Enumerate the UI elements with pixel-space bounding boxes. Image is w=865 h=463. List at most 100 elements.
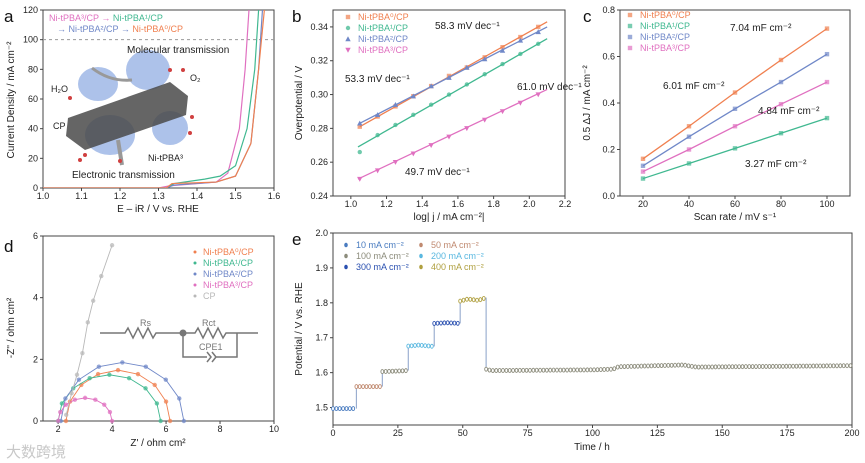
data-point (357, 176, 363, 182)
data-point (733, 364, 738, 370)
order-text-line-2: → Ni-tPBA²/CP → Ni-tPBA⁰/CP (57, 24, 183, 34)
legend-marker (193, 294, 197, 298)
data-point (107, 409, 113, 415)
data-point (331, 406, 335, 412)
molecule-dot (83, 153, 87, 157)
x-tick-label: 200 (844, 428, 859, 438)
y-tick-label: 0 (33, 183, 38, 193)
legend-label: Ni-tPBA²/CP (358, 34, 408, 44)
y-tick-label: 0.26 (310, 157, 328, 167)
data-point (629, 363, 634, 369)
data-point (690, 363, 694, 369)
data-point (481, 117, 488, 123)
y-tick-label: 0.32 (310, 56, 328, 66)
legend-marker (627, 45, 633, 51)
data-point (439, 320, 443, 326)
data-point (354, 384, 359, 390)
y-tick-label: 0 (33, 416, 38, 426)
data-point (494, 368, 499, 373)
data-point (824, 363, 829, 369)
data-point (632, 363, 637, 369)
data-point (55, 418, 61, 424)
x-tick-label: 100 (585, 428, 600, 438)
data-point (95, 371, 101, 377)
plot-frame (332, 232, 853, 426)
legend-label: 10 mA cm⁻² (356, 240, 404, 250)
data-point (561, 367, 566, 373)
data-point (595, 367, 600, 373)
data-point (612, 366, 617, 372)
legend-label: Ni-tPBA³/CP (358, 45, 408, 55)
data-point (126, 375, 132, 381)
y-axis-title: Overpotential / V (294, 65, 305, 140)
data-point (517, 100, 524, 106)
data-point (364, 384, 369, 390)
data-point (500, 45, 505, 50)
data-point (484, 366, 488, 372)
eis-fit-curve (65, 245, 113, 415)
data-point (828, 363, 833, 369)
data-point (158, 418, 163, 424)
data-point (528, 367, 532, 373)
x-tick-label: 6 (164, 424, 169, 434)
x-tick-label: 60 (730, 199, 740, 209)
data-point (732, 146, 738, 151)
data-point (771, 363, 775, 369)
order-text-0: Ni-tPBA³/CP → (49, 13, 113, 23)
x-tick-label: 25 (393, 428, 403, 438)
data-point (478, 297, 483, 303)
y-axis-title: Current Density / mA cm⁻² (6, 41, 17, 159)
legend-label: 400 mA cm⁻² (431, 262, 484, 272)
y-tick-label: 1.8 (315, 298, 328, 308)
data-point (409, 343, 414, 349)
data-point (452, 320, 457, 326)
watermark-logo: 大数跨境 (6, 443, 66, 461)
legend-label: 100 mA cm⁻² (356, 251, 409, 261)
annotation-molecular: Molecular transmission (127, 45, 229, 56)
data-point (120, 360, 125, 365)
data-point (578, 367, 583, 373)
legend-marker (627, 12, 633, 18)
data-point (602, 367, 607, 372)
resistor-path (100, 326, 258, 340)
data-point (737, 364, 741, 370)
data-point (428, 102, 434, 107)
x-tick-label: 1.4 (191, 191, 204, 201)
data-point (163, 399, 169, 404)
data-point (821, 363, 826, 369)
fit-line (357, 38, 548, 148)
data-point (565, 367, 569, 373)
data-point (59, 401, 65, 406)
data-point (544, 367, 549, 373)
data-point (115, 367, 121, 373)
data-point (497, 368, 502, 373)
data-point (410, 93, 417, 99)
data-point (482, 72, 487, 77)
legend-marker (193, 283, 197, 287)
data-point (794, 363, 799, 369)
data-point (784, 363, 789, 369)
x-tick-label: 125 (650, 428, 665, 438)
data-point (568, 367, 573, 373)
x-tick-label: 2.2 (559, 199, 572, 209)
data-point (838, 363, 843, 369)
data-point (706, 364, 711, 370)
x-tick-label: 4 (110, 424, 115, 434)
data-point (730, 364, 735, 370)
legend-marker (345, 36, 351, 42)
x-axis-title: Z' / ohm cm² (130, 438, 186, 449)
x-tick-label: 1.3 (152, 191, 165, 201)
label-h2o: H₂O (51, 84, 68, 94)
data-point (732, 124, 738, 129)
legend-marker (345, 47, 351, 53)
data-point (80, 350, 85, 356)
data-point (824, 26, 830, 31)
data-point (449, 320, 453, 326)
data-point (652, 363, 657, 369)
data-point (390, 368, 395, 374)
data-point (723, 364, 728, 370)
data-point (642, 363, 647, 369)
data-point (754, 364, 758, 369)
data-point (380, 369, 385, 375)
data-point (656, 363, 661, 369)
